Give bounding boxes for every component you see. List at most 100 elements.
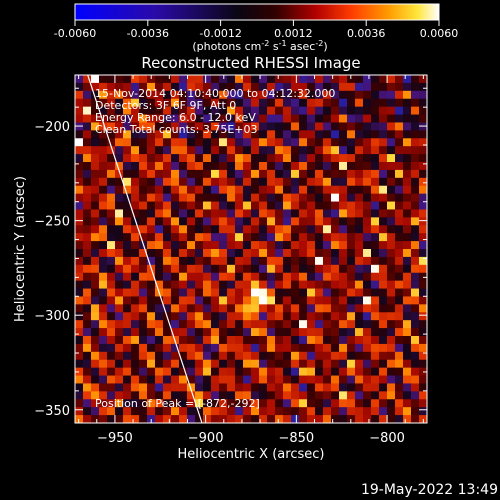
heatmap-cell — [139, 343, 148, 353]
heatmap-cell — [123, 296, 132, 305]
heatmap-cell — [291, 162, 300, 171]
heatmap-cell — [219, 359, 228, 369]
heatmap-cell — [331, 296, 340, 305]
heatmap-cell — [371, 162, 380, 171]
heatmap-cell — [379, 320, 388, 329]
heatmap-cell — [83, 225, 92, 234]
heatmap-cell — [115, 351, 124, 361]
heatmap-cell — [123, 154, 132, 163]
heatmap-cell — [211, 343, 220, 353]
heatmap-cell — [251, 343, 260, 353]
heatmap-cell — [275, 106, 284, 115]
heatmap-cell — [387, 90, 396, 100]
heatmap-cell — [163, 201, 172, 210]
heatmap-cell — [283, 407, 292, 416]
heatmap-cell — [179, 296, 188, 305]
heatmap-cell — [403, 106, 412, 115]
heatmap-cell — [235, 280, 244, 289]
heatmap-cell — [403, 399, 412, 408]
heatmap-cell — [339, 280, 348, 289]
heatmap-cell — [259, 201, 268, 210]
heatmap-cell — [243, 82, 252, 92]
heatmap-cell — [355, 201, 364, 210]
heatmap-cell — [75, 201, 84, 210]
heatmap-cell — [283, 138, 292, 147]
heatmap-cell — [139, 106, 148, 115]
heatmap-cell — [347, 185, 356, 195]
heatmap-cell — [139, 154, 148, 163]
heatmap-cell — [307, 351, 316, 361]
heatmap-cell — [395, 233, 404, 242]
heatmap-cell — [419, 256, 427, 266]
heatmap-cell — [227, 304, 236, 313]
heatmap-cell — [315, 399, 324, 408]
heatmap-cell — [363, 209, 372, 218]
heatmap-cell — [371, 201, 380, 210]
heatmap-cell — [83, 328, 92, 337]
heatmap-cell — [419, 233, 427, 242]
heatmap-cell — [75, 288, 84, 297]
heatmap-cell — [235, 312, 244, 321]
heatmap-cell — [195, 304, 204, 313]
heatmap-cell — [107, 312, 116, 321]
heatmap-cell — [203, 241, 212, 250]
heatmap-cell — [251, 359, 260, 369]
heatmap-cell — [99, 280, 108, 289]
heatmap-cell — [139, 312, 148, 321]
heatmap-cell — [99, 217, 108, 226]
heatmap-cell — [131, 359, 140, 369]
heatmap-cell — [379, 162, 388, 171]
heatmap-cell — [419, 98, 427, 108]
heatmap-cell — [187, 75, 196, 84]
heatmap-cell — [315, 391, 324, 400]
heatmap-cell — [251, 249, 260, 258]
heatmap-cell — [339, 249, 348, 258]
heatmap-cell — [139, 249, 148, 258]
heatmap-cell — [395, 90, 404, 100]
heatmap-cell — [267, 130, 276, 139]
heatmap-cell — [211, 75, 220, 84]
heatmap-cell — [139, 272, 148, 282]
heatmap-cell — [83, 351, 92, 361]
heatmap-cell — [195, 415, 204, 423]
heatmap-cell — [387, 169, 396, 179]
heatmap-cell — [355, 264, 364, 274]
heatmap-cell — [403, 375, 412, 384]
heatmap-cell — [219, 399, 228, 408]
heatmap-cell — [347, 375, 356, 384]
heatmap-cell — [355, 82, 364, 92]
heatmap-cell — [403, 225, 412, 234]
heatmap-cell — [347, 217, 356, 226]
heatmap-cell — [315, 312, 324, 321]
heatmap-cell — [275, 82, 284, 92]
heatmap-cell — [115, 98, 124, 108]
heatmap-cell — [339, 320, 348, 329]
heatmap-cell — [371, 185, 380, 195]
heatmap-cell — [195, 106, 204, 115]
heatmap-cell — [131, 415, 140, 423]
heatmap-cell — [179, 320, 188, 329]
heatmap-cell — [227, 114, 236, 123]
heatmap-cell — [163, 343, 172, 353]
heatmap-cell — [91, 304, 100, 313]
heatmap-cell — [307, 106, 316, 115]
heatmap-cell — [275, 304, 284, 313]
heatmap-cell — [339, 328, 348, 337]
heatmap-cell — [379, 98, 388, 108]
heatmap-cell — [315, 98, 324, 108]
heatmap-cell — [347, 391, 356, 400]
heatmap-cell — [275, 249, 284, 258]
heatmap-cell — [275, 415, 284, 423]
heatmap-cell — [99, 154, 108, 163]
heatmap-cell — [83, 272, 92, 282]
heatmap-cell — [243, 154, 252, 163]
heatmap-cell — [395, 146, 404, 155]
heatmap-cell — [195, 383, 204, 392]
heatmap-cell — [395, 209, 404, 218]
heatmap-cell — [411, 296, 420, 305]
heatmap-cell — [419, 201, 427, 210]
heatmap-cell — [299, 146, 308, 155]
heatmap-cell — [147, 98, 156, 108]
heatmap-cell — [267, 114, 276, 123]
heatmap-cell — [147, 399, 156, 408]
